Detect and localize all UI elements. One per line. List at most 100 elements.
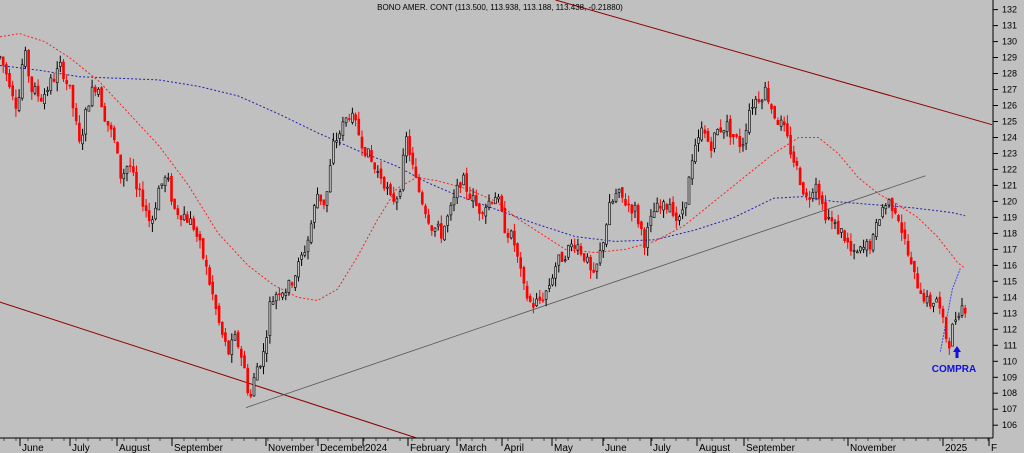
candle-body: [481, 212, 484, 215]
x-axis: June July August September November December2…: [0, 437, 997, 453]
month-label: April: [504, 443, 524, 453]
candle-body: [897, 215, 900, 222]
candle-body: [570, 243, 573, 248]
candle-body: [646, 227, 650, 248]
candle-body: [944, 317, 948, 339]
candle-body: [398, 191, 402, 197]
y-tick-label: 119: [1003, 212, 1017, 222]
candle-body: [782, 121, 786, 126]
candle-body: [859, 246, 862, 252]
candle-body: [227, 340, 230, 355]
candle-body: [471, 195, 475, 202]
candle-body: [325, 191, 329, 206]
y-axis: 106 107 108 109 110 111 112 113 114 115 116 117 118 1…: [992, 0, 1017, 438]
candle-body: [586, 256, 589, 263]
candle-body: [608, 202, 611, 226]
candle-body: [913, 260, 916, 273]
candle-body: [424, 205, 427, 215]
candle-body: [414, 166, 418, 178]
month-label: July: [653, 443, 671, 453]
candle-body: [801, 182, 805, 195]
candle-body: [366, 148, 370, 158]
candle-body: [243, 355, 246, 369]
candle-body: [195, 227, 199, 237]
candle-body: [728, 118, 732, 138]
month-label: August: [119, 443, 150, 453]
candle-body: [722, 130, 726, 134]
candle-body: [509, 230, 513, 239]
candle-body: [630, 204, 634, 214]
candle-body: [122, 173, 126, 180]
candle-body: [151, 219, 154, 224]
candle-body: [236, 331, 240, 347]
candle-body: [300, 254, 303, 260]
candle-body: [208, 267, 211, 285]
candle-body: [487, 200, 491, 208]
candle-body: [386, 186, 389, 189]
candle-body: [62, 61, 65, 80]
candle-body: [703, 129, 707, 134]
candle-body: [776, 120, 780, 126]
candle-body: [500, 195, 504, 212]
candle-body: [186, 214, 189, 223]
candle-body: [392, 193, 396, 202]
candle-body: [716, 129, 719, 136]
candle-body: [855, 251, 859, 254]
candle-body: [744, 130, 748, 144]
candle-body: [849, 241, 853, 252]
y-tick-label: 110: [1003, 356, 1017, 366]
candle-body: [792, 151, 796, 163]
candle-body: [14, 97, 18, 109]
candle-body: [255, 366, 259, 381]
candle-body: [97, 88, 100, 95]
candle-body: [687, 176, 691, 205]
candle-body: [211, 281, 214, 295]
candle-body: [916, 273, 919, 289]
candle-body: [94, 86, 97, 93]
candle-body: [271, 301, 275, 305]
candle-body: [274, 293, 278, 302]
candle-body: [360, 136, 364, 149]
candle-body: [135, 172, 138, 190]
candle-body: [566, 245, 570, 258]
candle-body: [513, 230, 516, 246]
y-tick-label: 130: [1002, 37, 1017, 47]
candle-body: [874, 222, 878, 237]
candle-body: [0, 56, 2, 59]
candle-body: [265, 337, 269, 354]
candle-body: [335, 140, 338, 143]
candle-body: [252, 376, 256, 397]
candle-body: [420, 192, 424, 205]
candle-body: [827, 217, 831, 219]
candle-body: [767, 88, 770, 103]
candle-body: [754, 98, 758, 109]
candle-body: [297, 261, 300, 278]
candle-body: [906, 240, 910, 256]
candle-body: [732, 134, 735, 138]
candle-body: [811, 192, 815, 199]
candle-body: [957, 315, 961, 318]
candle-body: [890, 197, 894, 212]
candle-body: [490, 202, 494, 204]
y-tick-label: 132: [1002, 5, 1017, 15]
candle-body: [319, 194, 323, 202]
candle-body: [833, 222, 837, 224]
candle-body: [278, 293, 281, 296]
candle-body: [17, 97, 21, 111]
candle-body: [293, 275, 297, 288]
candle-body: [11, 85, 14, 97]
candle-body: [452, 196, 456, 206]
candle-body: [439, 223, 443, 239]
candle-body: [71, 85, 75, 109]
month-label: June: [22, 443, 44, 453]
candle-body: [922, 292, 926, 302]
candle-body: [24, 50, 27, 67]
month-label: November: [268, 443, 315, 453]
candle-body: [465, 173, 469, 192]
candle-body: [106, 121, 110, 126]
candle-body: [157, 187, 161, 211]
candle-body: [281, 292, 284, 298]
y-tick-label: 127: [1002, 85, 1017, 95]
candle-body: [389, 184, 392, 196]
